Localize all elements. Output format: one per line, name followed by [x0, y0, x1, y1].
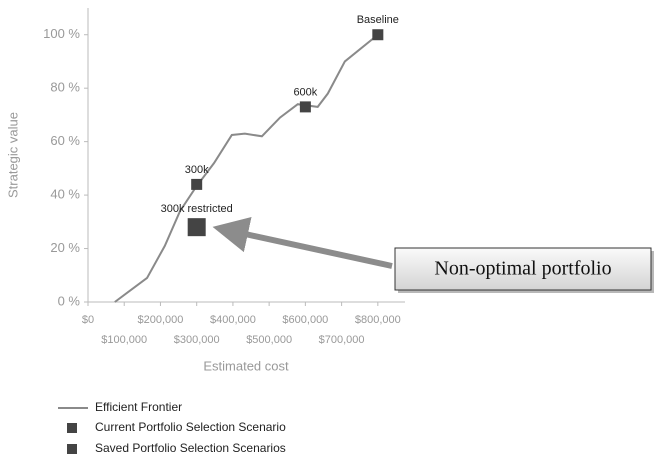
point: [187, 218, 206, 237]
point: [191, 178, 203, 190]
y-axis-title: Strategic value: [5, 112, 20, 198]
x-tick-label: $600,000: [282, 314, 328, 326]
point: [372, 29, 384, 41]
x-tick-label: $0: [82, 314, 94, 326]
frontier-line: [114, 33, 379, 303]
y-tick-label: 60 %: [50, 133, 80, 148]
y-tick-label: 80 %: [50, 80, 80, 95]
annotation-text: Non-optimal portfolio: [434, 258, 611, 280]
x-tick-label: $400,000: [210, 314, 256, 326]
point-label: 600k: [293, 86, 317, 98]
x-tick-label: $200,000: [138, 314, 184, 326]
annotation-arrow: [212, 216, 393, 269]
legend-label: Efficient Frontier: [95, 400, 182, 414]
point-label: Baseline: [357, 14, 399, 26]
x-tick-label: $500,000: [246, 334, 292, 346]
y-tick-label: 40 %: [50, 187, 80, 202]
x-tick-label: $300,000: [174, 334, 220, 346]
y-tick-label: 20 %: [50, 240, 80, 255]
legend-marker: [67, 444, 77, 454]
y-tick-label: 100 %: [43, 26, 80, 41]
x-tick-label: $100,000: [101, 334, 147, 346]
legend-marker: [67, 423, 77, 433]
y-tick-label: 0 %: [58, 293, 81, 308]
point-label: 300k: [185, 164, 209, 176]
annotation-box: [394, 247, 652, 291]
legend-label: Current Portfolio Selection Scenario: [95, 420, 286, 434]
x-tick-label: $700,000: [319, 334, 365, 346]
point: [299, 101, 311, 113]
x-axis-title: Estimated cost: [203, 358, 289, 373]
point-label: 300k restricted: [161, 203, 233, 215]
x-tick-label: $800,000: [355, 314, 401, 326]
annotation: Non-optimal portfolio: [212, 216, 654, 293]
legend-label: Saved Portfolio Selection Scenarios: [95, 441, 286, 455]
